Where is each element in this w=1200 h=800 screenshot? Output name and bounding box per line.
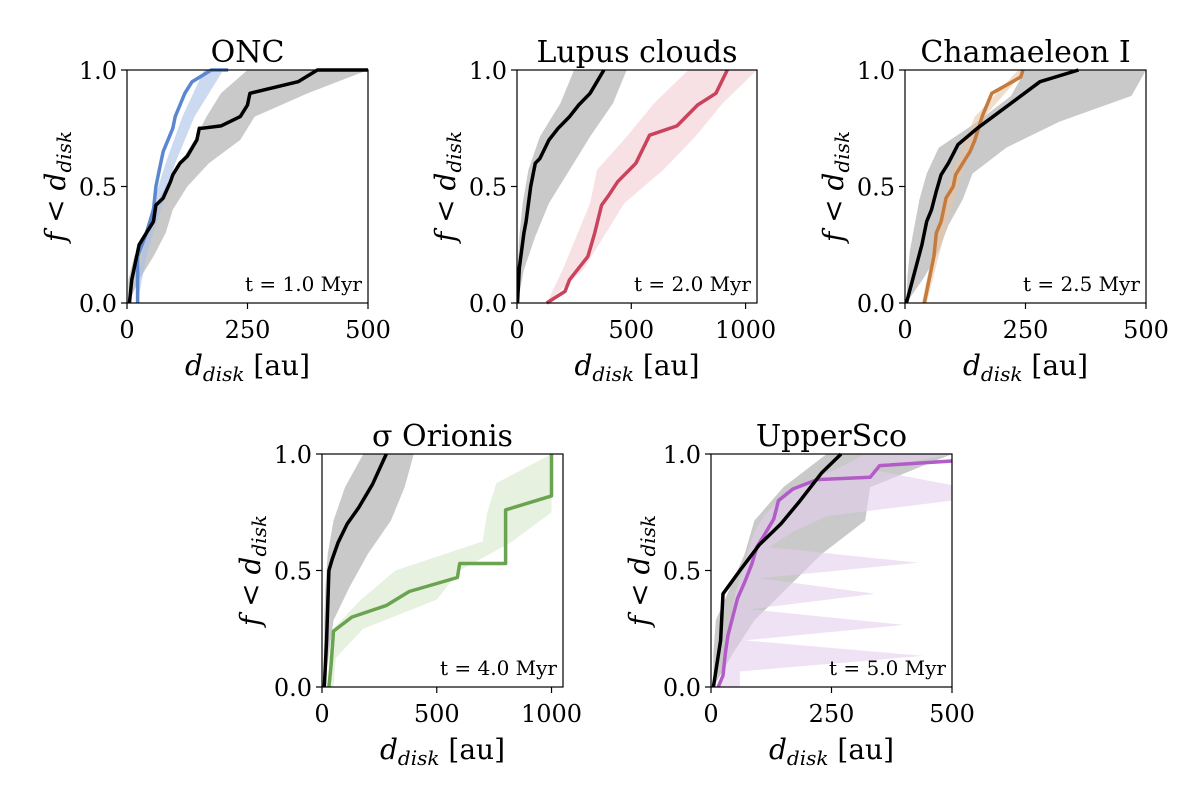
x-tick-label: 0 <box>119 316 134 344</box>
x-tick-label: 1000 <box>521 700 582 728</box>
y-axis-label: f < ddisk <box>429 131 466 244</box>
panel-4: 0 500 1000 0.0 0.5 1.0 σ Orionis ddisk [au] f < … <box>234 419 582 770</box>
simulation-cdf-line <box>517 69 606 304</box>
x-axis-label: ddisk [au] <box>185 349 310 386</box>
panel-3: 0 250 500 0.0 0.5 1.0 Chamaeleon I ddisk [au] f … <box>817 35 1169 386</box>
x-tick-label: 0 <box>314 700 329 728</box>
x-tick-label: 250 <box>809 700 855 728</box>
y-axis-label: f < ddisk <box>623 515 660 628</box>
y-tick-label: 0.5 <box>274 558 312 586</box>
x-tick-label: 1000 <box>715 316 776 344</box>
panel-title: σ Orionis <box>372 419 513 454</box>
y-tick-label: 1.0 <box>274 441 312 469</box>
panel-title: ONC <box>211 35 285 70</box>
simulation-cdf-line <box>711 452 843 688</box>
time-annotation: t = 2.0 Myr <box>634 272 751 296</box>
panel-title: Chamaeleon I <box>920 35 1130 70</box>
y-tick-label: 1.0 <box>79 57 117 85</box>
simulation-cdf-line <box>905 68 1080 304</box>
y-tick-label: 0.5 <box>857 174 895 202</box>
panel-title: Lupus clouds <box>536 35 737 70</box>
simulation-cdf-line <box>127 68 368 304</box>
x-tick-label: 250 <box>225 316 271 344</box>
x-axis-label: ddisk [au] <box>769 733 894 770</box>
y-axis-label: f < ddisk <box>39 131 76 244</box>
observed-uncertainty-band <box>921 70 1026 303</box>
y-axis-label: f < ddisk <box>234 515 271 628</box>
y-tick-label: 0.5 <box>663 558 701 586</box>
x-tick-label: 0 <box>897 316 912 344</box>
panel-5: 0 250 500 0.0 0.5 1.0 UpperSco ddisk [au] f < dd… <box>623 419 975 770</box>
observed-uncertainty-band <box>720 454 952 687</box>
simulation-uncertainty-band <box>128 70 368 303</box>
y-tick-label: 0.5 <box>79 174 117 202</box>
x-tick-label: 500 <box>345 316 391 344</box>
x-tick-label: 500 <box>608 316 654 344</box>
y-tick-label: 0.0 <box>79 290 117 318</box>
observed-cdf-line <box>135 68 229 303</box>
x-tick-label: 500 <box>929 700 975 728</box>
y-tick-label: 0.0 <box>857 290 895 318</box>
y-tick-label: 0.0 <box>663 674 701 702</box>
y-tick-label: 0.0 <box>274 674 312 702</box>
y-tick-label: 1.0 <box>469 57 507 85</box>
simulation-uncertainty-band <box>323 454 414 687</box>
y-tick-label: 1.0 <box>663 441 701 469</box>
simulation-uncertainty-band <box>906 70 1146 303</box>
x-tick-label: 250 <box>1003 316 1049 344</box>
y-axis-label: f < ddisk <box>817 131 854 244</box>
time-annotation: t = 4.0 Myr <box>440 656 557 680</box>
observed-cdf-line <box>922 69 1025 304</box>
simulation-uncertainty-band <box>517 70 627 303</box>
time-annotation: t = 1.0 Myr <box>245 272 362 296</box>
observed-uncertainty-band <box>328 454 552 687</box>
x-axis-label: ddisk [au] <box>574 349 699 386</box>
x-tick-label: 0 <box>703 700 718 728</box>
y-tick-label: 1.0 <box>857 57 895 85</box>
simulation-cdf-line <box>322 453 388 688</box>
observed-cdf-line <box>545 69 729 305</box>
observed-cdf-line <box>327 454 554 688</box>
x-axis-label: ddisk [au] <box>380 733 505 770</box>
x-tick-label: 0 <box>509 316 524 344</box>
x-tick-label: 500 <box>1123 316 1169 344</box>
x-tick-label: 500 <box>414 700 460 728</box>
panel-title: UpperSco <box>756 419 907 454</box>
time-annotation: t = 2.5 Myr <box>1023 272 1140 296</box>
panel-1: 0 250 500 0.0 0.5 1.0 ONC ddisk [au] f < ddisk t … <box>39 35 391 386</box>
panel-2: 0 500 1000 0.0 0.5 1.0 Lupus clouds ddisk [au] f… <box>429 35 776 386</box>
y-tick-label: 0.0 <box>469 290 507 318</box>
time-annotation: t = 5.0 Myr <box>829 656 946 680</box>
y-tick-label: 0.5 <box>469 174 507 202</box>
x-axis-label: ddisk [au] <box>963 349 1088 386</box>
